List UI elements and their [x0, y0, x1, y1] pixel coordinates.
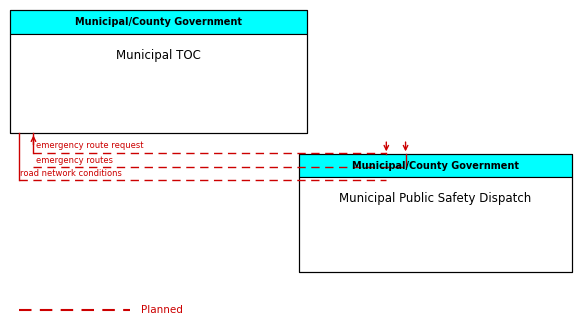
- Bar: [299, 177, 572, 272]
- Text: road network conditions: road network conditions: [20, 169, 122, 178]
- Text: emergency route request: emergency route request: [36, 141, 144, 150]
- Bar: [9, 34, 307, 133]
- Text: Municipal/County Government: Municipal/County Government: [75, 17, 242, 27]
- Text: Municipal TOC: Municipal TOC: [116, 49, 201, 62]
- Text: emergency routes: emergency routes: [36, 155, 113, 164]
- Bar: [299, 154, 572, 177]
- Bar: [299, 154, 572, 272]
- Text: Municipal/County Government: Municipal/County Government: [352, 161, 519, 171]
- Text: Municipal Public Safety Dispatch: Municipal Public Safety Dispatch: [339, 192, 532, 205]
- Bar: [9, 10, 307, 133]
- Text: Planned: Planned: [141, 306, 183, 315]
- Bar: [9, 10, 307, 34]
